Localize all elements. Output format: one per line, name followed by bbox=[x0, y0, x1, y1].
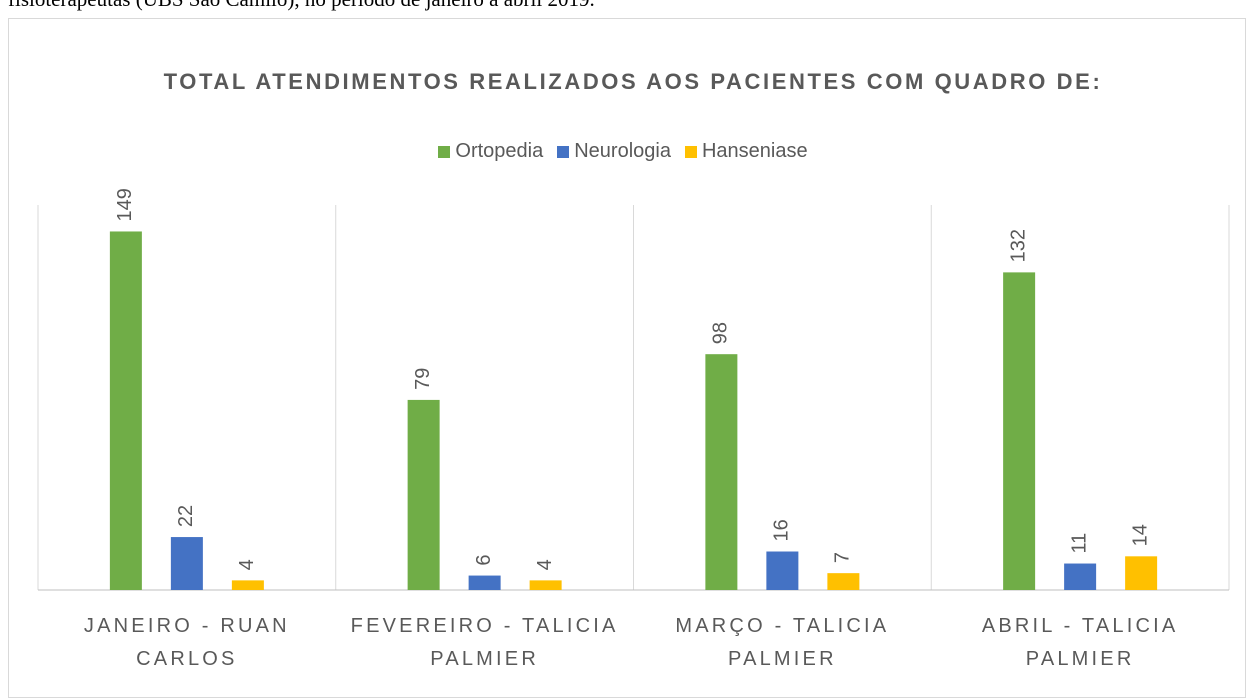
legend-label: Hanseniase bbox=[701, 140, 808, 162]
bar bbox=[170, 537, 203, 590]
bar bbox=[827, 573, 860, 590]
legend: Ortopedia Neurologia Hanseniase bbox=[0, 140, 1246, 163]
legend-label: Neurologia bbox=[574, 140, 671, 162]
bar bbox=[109, 231, 142, 590]
bar bbox=[529, 580, 562, 590]
data-label: 132 bbox=[1007, 229, 1029, 262]
bar bbox=[1064, 563, 1097, 590]
data-label: 6 bbox=[473, 554, 495, 565]
legend-item: Neurologia bbox=[557, 140, 671, 163]
bar bbox=[766, 551, 799, 590]
legend-swatch bbox=[438, 145, 451, 158]
data-label: 14 bbox=[1129, 524, 1151, 546]
data-label: 4 bbox=[236, 559, 258, 570]
data-label: 16 bbox=[771, 519, 793, 541]
data-label: 98 bbox=[710, 322, 732, 344]
legend-swatch bbox=[684, 145, 697, 158]
data-label: 22 bbox=[175, 505, 197, 527]
bar bbox=[705, 354, 738, 590]
legend-item: Hanseniase bbox=[684, 140, 808, 163]
data-label: 79 bbox=[412, 368, 434, 390]
x-tick-label: FEVEREIRO - TALICIA PALMIER bbox=[350, 615, 619, 670]
legend-item: Ortopedia bbox=[438, 140, 543, 163]
caption: fisioterapeutas (UBS São Camilo), no per… bbox=[8, 0, 595, 12]
bar bbox=[1003, 272, 1036, 590]
x-tick-label: MARÇO - TALICIA PALMIER bbox=[675, 615, 890, 670]
bar bbox=[1125, 556, 1158, 590]
data-label: 11 bbox=[1068, 533, 1090, 554]
legend-label: Ortopedia bbox=[455, 140, 544, 162]
x-tick-label: ABRIL - TALICIA PALMIER bbox=[981, 615, 1179, 670]
bar bbox=[468, 575, 501, 590]
data-label: 4 bbox=[534, 559, 556, 570]
bar bbox=[407, 399, 440, 590]
chart: 149 22 4 79 6 4 98 16 7 132 11 14 bbox=[37, 188, 1230, 591]
chart-title: TOTAL ATENDIMENTOS REALIZADOS AOS PACIEN… bbox=[163, 69, 1103, 94]
bar bbox=[231, 580, 264, 590]
data-label: 149 bbox=[114, 188, 136, 221]
legend-swatch bbox=[557, 145, 570, 158]
x-tick-label: JANEIRO - RUAN CARLOS bbox=[83, 615, 290, 670]
data-label: 7 bbox=[832, 552, 854, 563]
